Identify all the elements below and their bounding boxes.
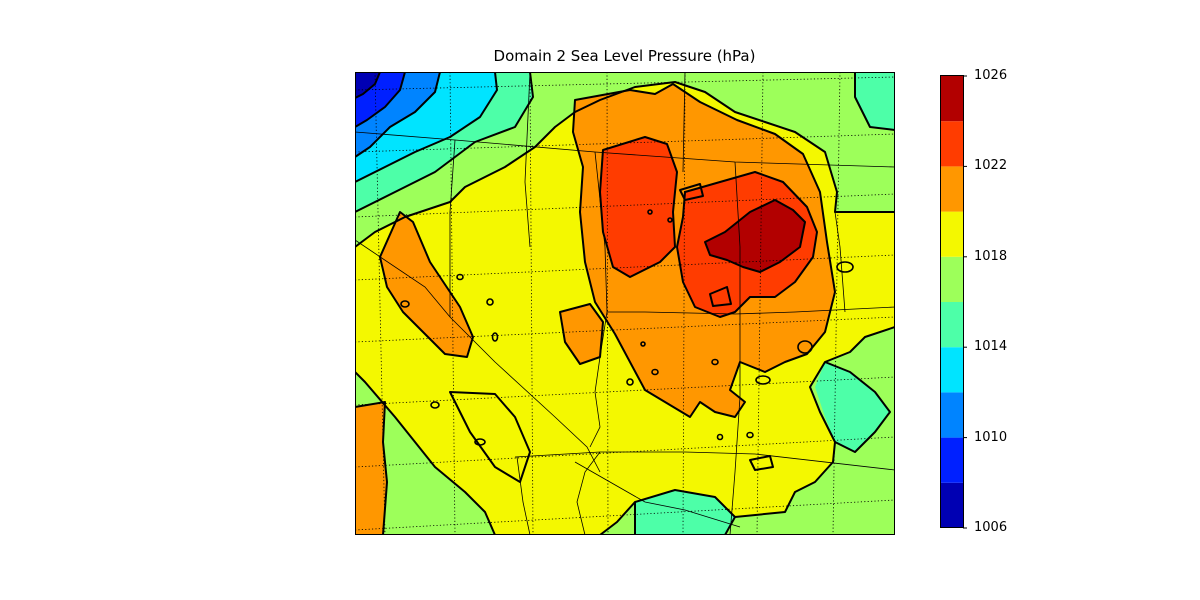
colorbar-segment [941, 347, 963, 393]
graticule [355, 72, 895, 535]
field-1014-south [635, 490, 735, 535]
colorbar-segment [941, 76, 963, 122]
colorbar-segment [941, 482, 963, 528]
colorbar-segment [941, 211, 963, 257]
field-1024 [705, 200, 805, 272]
field-1022-north [600, 137, 677, 277]
pressure-map [355, 72, 895, 535]
colorbar-tick-label: 1006 [974, 520, 1008, 535]
field-1020-southwest [355, 402, 387, 535]
field-1020-west [380, 212, 473, 357]
colorbar-segment [941, 392, 963, 438]
colorbar-segment [941, 121, 963, 167]
colorbar-segment [941, 437, 963, 483]
field-1006 [355, 72, 380, 98]
colorbar-segment [941, 166, 963, 212]
colorbar-segment [941, 302, 963, 348]
map-frame [355, 72, 895, 535]
state-boundaries [355, 72, 895, 535]
contour-islands [400, 209, 854, 446]
colorbar-tick-label: 1026 [974, 68, 1008, 83]
map-title: Domain 2 Sea Level Pressure (hPa) [493, 47, 756, 65]
colorbar-tick-label: 1010 [974, 429, 1008, 445]
colorbar-segment [941, 256, 963, 302]
colorbar-tick-label: 1022 [974, 158, 1008, 174]
colorbar-tick-label: 1014 [974, 339, 1008, 355]
contour-lines [355, 72, 895, 535]
field-1014-southeast [815, 362, 890, 452]
colorbar [940, 75, 967, 529]
colorbar-tick-label: 1018 [974, 248, 1008, 264]
